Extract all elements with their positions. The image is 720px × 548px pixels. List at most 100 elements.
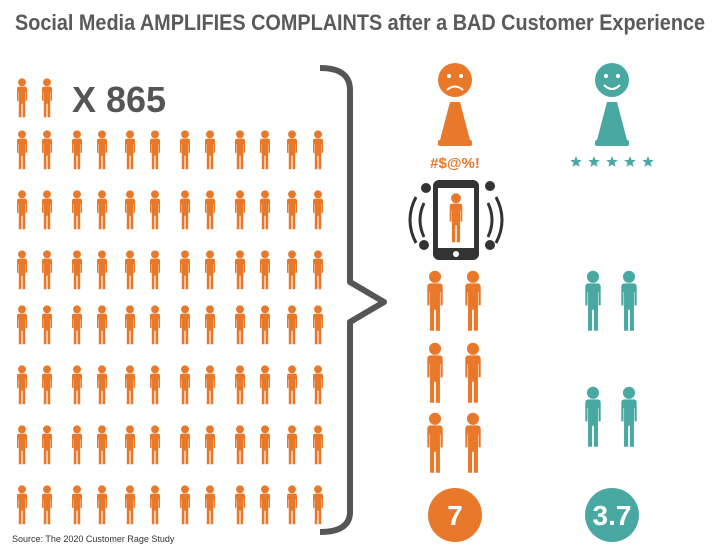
happy-megaphone xyxy=(595,63,629,146)
person-icon xyxy=(205,190,215,230)
person-icon xyxy=(42,190,52,230)
person-icon xyxy=(97,250,107,290)
star xyxy=(606,156,618,167)
person-icon xyxy=(42,130,52,170)
person-icon xyxy=(180,485,190,525)
person-icon xyxy=(235,130,245,170)
curse-symbols: #$@%! xyxy=(430,155,480,172)
star xyxy=(642,156,654,167)
teal-people xyxy=(585,270,637,447)
person-icon xyxy=(125,250,135,290)
person-icon xyxy=(42,305,52,345)
person-icon xyxy=(205,365,215,405)
person-icon xyxy=(260,190,270,230)
person-icon xyxy=(17,485,27,525)
person-icon xyxy=(313,305,323,345)
person-icon xyxy=(260,130,270,170)
person-icon xyxy=(150,250,160,290)
person-icon xyxy=(180,425,190,465)
person-icon xyxy=(180,365,190,405)
bracket xyxy=(319,65,387,535)
person-icon xyxy=(235,425,245,465)
person-icon xyxy=(150,305,160,345)
person-icon xyxy=(125,190,135,230)
person-icon xyxy=(72,365,82,405)
person-icon xyxy=(72,250,82,290)
person-icon xyxy=(97,305,107,345)
person-icon xyxy=(180,190,190,230)
person-icon xyxy=(72,485,82,525)
count-badge xyxy=(585,488,639,542)
person-icon xyxy=(287,425,297,465)
person-icon xyxy=(180,305,190,345)
person-icon xyxy=(72,425,82,465)
person-icon xyxy=(17,425,27,465)
person-icon xyxy=(313,130,323,170)
person-icon xyxy=(42,365,52,405)
person-icon xyxy=(150,130,160,170)
person-icon xyxy=(235,485,245,525)
person-icon xyxy=(287,305,297,345)
person-icon xyxy=(260,365,270,405)
count-badge xyxy=(428,488,482,542)
source: Source: The 2020 Customer Rage Study xyxy=(12,534,175,544)
person-icon xyxy=(97,190,107,230)
person-icon xyxy=(17,365,27,405)
person-icon xyxy=(42,485,52,525)
person-icon xyxy=(150,485,160,525)
crowd xyxy=(17,130,323,525)
bad-count: 7 xyxy=(447,500,463,531)
star xyxy=(588,156,600,167)
person-icon xyxy=(287,485,297,525)
person-icon xyxy=(180,250,190,290)
phone xyxy=(408,180,504,260)
person-icon xyxy=(313,365,323,405)
person-icon xyxy=(150,190,160,230)
stars xyxy=(570,156,654,167)
person-icon xyxy=(17,78,27,118)
person-icon xyxy=(125,305,135,345)
person-icon xyxy=(97,485,107,525)
star xyxy=(570,156,582,167)
good-count: 3.7 xyxy=(593,500,632,531)
person-icon xyxy=(125,485,135,525)
person-icon xyxy=(205,250,215,290)
person-icon xyxy=(260,250,270,290)
person-icon xyxy=(150,365,160,405)
person-icon xyxy=(313,485,323,525)
person-icon xyxy=(287,190,297,230)
person-icon xyxy=(287,365,297,405)
person-icon xyxy=(205,130,215,170)
person-icon xyxy=(235,365,245,405)
person-icon xyxy=(313,190,323,230)
orange-people xyxy=(427,270,481,473)
person-icon xyxy=(260,305,270,345)
angry-megaphone xyxy=(438,63,472,146)
person-icon xyxy=(235,250,245,290)
person-icon xyxy=(260,425,270,465)
person-icon xyxy=(150,425,160,465)
person-icon xyxy=(313,425,323,465)
person-icon xyxy=(205,425,215,465)
person-icon xyxy=(205,485,215,525)
person-icon xyxy=(97,365,107,405)
person-icon xyxy=(125,365,135,405)
person-icon xyxy=(125,130,135,170)
title: Social Media AMPLIFIES COMPLAINTS after … xyxy=(15,10,705,35)
person-icon xyxy=(72,190,82,230)
person-icon xyxy=(260,485,270,525)
person-icon xyxy=(42,250,52,290)
person-icon xyxy=(313,250,323,290)
person-icon xyxy=(42,425,52,465)
person-icon xyxy=(125,425,135,465)
person-icon xyxy=(235,190,245,230)
person-icon xyxy=(180,130,190,170)
person-icon xyxy=(17,190,27,230)
person-icon xyxy=(72,305,82,345)
multiplier: X 865 xyxy=(72,79,166,120)
person-icon xyxy=(17,130,27,170)
person-icon xyxy=(72,130,82,170)
person-icon xyxy=(17,305,27,345)
person-icon xyxy=(42,78,52,118)
